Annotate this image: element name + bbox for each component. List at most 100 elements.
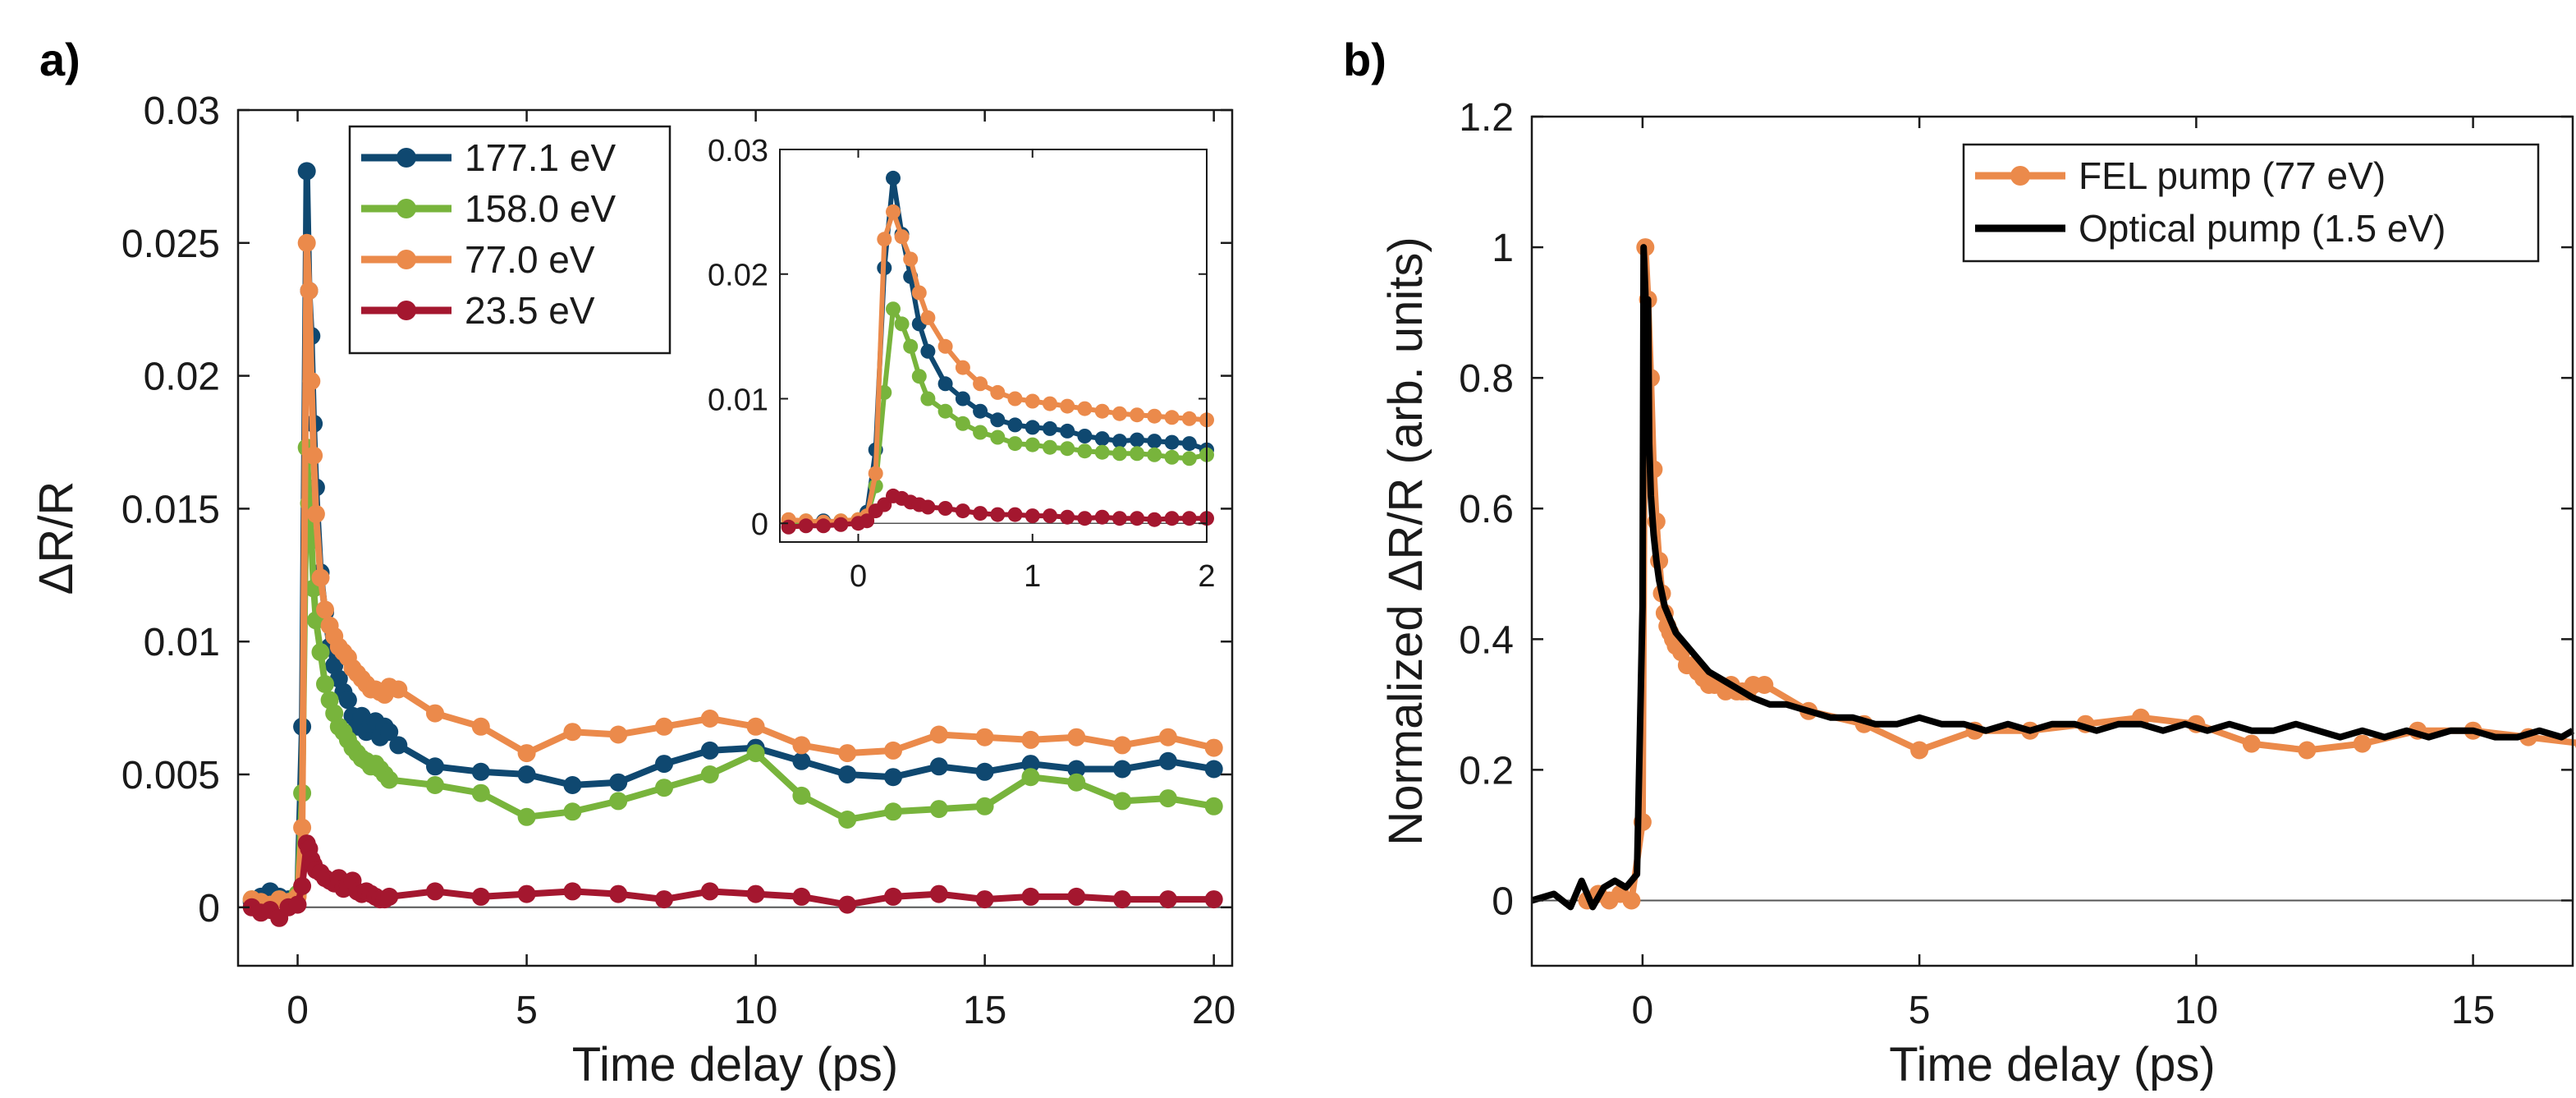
a-data-point [471,717,490,736]
b-y-axis-label: Normalized ΔR/R (arb. units) [1379,237,1432,845]
a-y-tick-label: 0 [198,887,220,930]
b-legend-swatch-marker [2010,166,2030,186]
b-data-point [1755,676,1774,694]
a-data-point [1204,738,1223,757]
inset-data-point [1043,439,1057,455]
a-legend-swatch-marker [396,148,416,168]
a-data-point [1158,789,1177,808]
a-data-point [311,568,330,587]
a-data-point [700,710,719,728]
inset-data-point [886,301,901,317]
a-y-tick-label: 0.03 [144,90,220,133]
inset-background [780,149,1207,542]
inset-data-point [1060,423,1075,439]
inset-data-point [1043,508,1057,524]
inset-data-point [903,338,919,354]
a-x-axis-label: Time delay (ps) [572,1038,899,1091]
a-data-point [517,744,536,763]
a-data-point [1067,728,1086,747]
inset-data-point [1094,431,1110,447]
inset-data-point [955,360,970,375]
a-data-point [838,744,857,763]
panel-b: b) 0 5 10 15 0 0.2 0.4 0.6 0.8 1 1.2 Time delay (ps)… [1343,34,2576,1091]
inset-data-point [973,506,988,521]
a-data-point [655,779,673,797]
inset-data-point [1094,509,1110,525]
a-y-tick-label: 0.015 [121,488,220,531]
a-data-point [380,770,399,789]
a-data-point [1021,730,1040,749]
a-data-point [300,282,319,300]
a-series-1 [242,439,1223,919]
a-data-point [517,884,536,903]
b-data-point [2353,734,2372,753]
inset-data-point [937,501,953,516]
b-legend [1962,143,2540,263]
a-data-point [609,773,628,792]
inset-data-point [955,391,970,407]
a-data-point [1204,797,1223,815]
a-data-point [316,675,334,693]
a-data-point [746,744,765,763]
inset-data-point [1147,434,1162,449]
inset-data-point [1094,444,1110,460]
a-data-point [517,807,536,826]
inset-series-3 [781,488,1214,535]
a-data-point [1067,773,1086,792]
inset-data-point [1147,447,1162,462]
inset-data-point [1077,511,1093,526]
panel-a: a)0 5 10 15 2000.0050.010.0150.020.0250.03Ti… [30,34,1235,1091]
a-x-tick-label: 20 [1192,989,1235,1032]
a-data-point [884,802,902,821]
a-data-point [302,372,321,391]
b-data-point [2298,741,2317,760]
b-y-tick-label: 0 [1492,880,1514,923]
inset-data-point [1181,436,1197,452]
b-x-tick-label: 15 [2451,989,2495,1032]
b-x-axis-label: Time delay (ps) [1889,1038,2216,1091]
a-data-point [311,643,330,662]
a-data-point [609,792,628,811]
inset-data-point [903,251,919,267]
a-data-point [838,811,857,829]
inset-data-point [1024,420,1040,435]
inset-data-point [886,204,901,219]
a-data-point [975,797,994,815]
b-y-tick-label: 0.6 [1459,488,1514,531]
inset-data-point [911,285,927,301]
a-y-tick-label: 0.01 [144,621,220,664]
a-data-point [426,776,444,794]
inset-data-point [1112,511,1127,526]
inset-data-point [920,310,936,325]
inset-data-point [990,507,1006,522]
a-data-point [338,691,357,710]
a-data-point [563,882,582,901]
b-series-1 [1530,244,2575,911]
a-axes-frame [236,108,1234,967]
inset-data-point [973,425,988,440]
inset-data-point [920,391,936,407]
a-data-point [1021,755,1040,774]
a-data-point [792,887,811,906]
inset-data-point [1181,411,1197,426]
a-data-point [792,751,811,770]
a-data-point [1021,887,1040,906]
inset-data-point [911,369,927,384]
a-data-point [426,757,444,776]
inset-data-point [1007,507,1023,522]
a-data-point [838,765,857,783]
a-x-tick-label: 5 [516,989,538,1032]
a-legend-label: 177.1 eV [465,136,616,179]
a-data-point [1204,890,1223,909]
a-data-point [700,765,719,783]
a-data-point [305,446,323,465]
a-y-tick-label: 0.025 [121,223,220,266]
inset-y-tick-label: 0.03 [708,134,768,168]
inset-data-point [1130,432,1145,448]
a-data-point [884,741,902,760]
a-data-point [746,717,765,736]
a-data-point [1158,728,1177,747]
a-data-point [1113,760,1132,779]
a-legend-label: 23.5 eV [465,289,595,332]
inset-data-point [1181,511,1197,526]
